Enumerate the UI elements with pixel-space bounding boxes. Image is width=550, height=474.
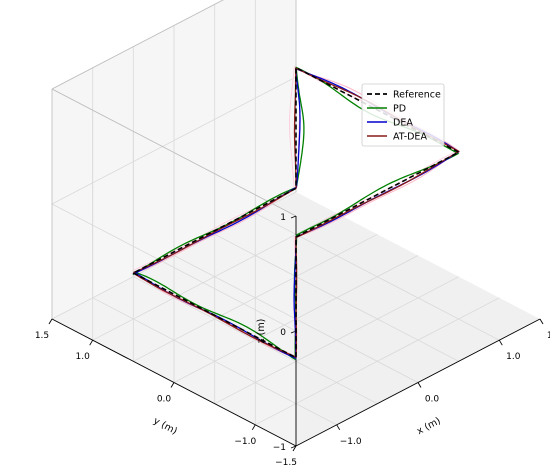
y-tick-label: −1.0 <box>234 437 256 447</box>
legend-box <box>361 83 445 147</box>
legend-label: PD <box>393 104 406 115</box>
x-tick-label: 1.0 <box>506 352 521 362</box>
x-tick-label: 0.0 <box>425 395 440 405</box>
y-tick-label: 0.0 <box>157 395 172 405</box>
y-tick-mark <box>251 424 256 431</box>
series-lines <box>131 66 460 361</box>
z-axis-label: z (m) <box>256 319 267 344</box>
x-tick-mark <box>336 424 341 431</box>
legend-label: Reference <box>393 90 441 101</box>
x-tick-mark <box>539 318 544 325</box>
grid-line <box>214 276 459 405</box>
x-tick-mark <box>498 339 503 346</box>
grid-line <box>133 233 378 362</box>
legend-label: DEA <box>393 118 413 129</box>
x-tick-label: −1.0 <box>340 437 362 447</box>
z-tick-label: 0 <box>280 328 286 338</box>
pane-edge <box>51 88 297 217</box>
z-tick-mark <box>290 215 297 219</box>
axis-ticks: −1.0 0.0 1.0 1.5 −1.5 −1.0 0.0 1.0 1.5 −1 0 1 <box>35 213 550 468</box>
y-axis-label: y (m) <box>151 415 179 437</box>
x-axis-label: x (m) <box>415 415 443 437</box>
grid-line <box>51 203 297 332</box>
pane-edge <box>51 0 224 90</box>
y-tick-label: 1.5 <box>35 331 49 341</box>
z-tick-label: −1 <box>273 443 286 453</box>
z-tick-label: 1 <box>280 213 286 223</box>
legend-label: AT-DEA <box>393 132 427 143</box>
series-line-at-dea <box>132 67 460 358</box>
y-tick-mark <box>48 318 53 325</box>
y-tick-label: −1.5 <box>275 458 297 468</box>
z-tick-mark <box>290 445 297 449</box>
y-tick-mark <box>89 339 94 346</box>
y-tick-mark <box>292 445 297 452</box>
grid-line <box>51 76 297 205</box>
legend: Reference PD DEA AT-DEA <box>361 83 445 147</box>
y-tick-mark <box>170 382 175 388</box>
x-tick-mark <box>417 382 422 388</box>
y-tick-label: 1.0 <box>76 352 91 362</box>
x-tick-label: 1.5 <box>547 331 550 341</box>
